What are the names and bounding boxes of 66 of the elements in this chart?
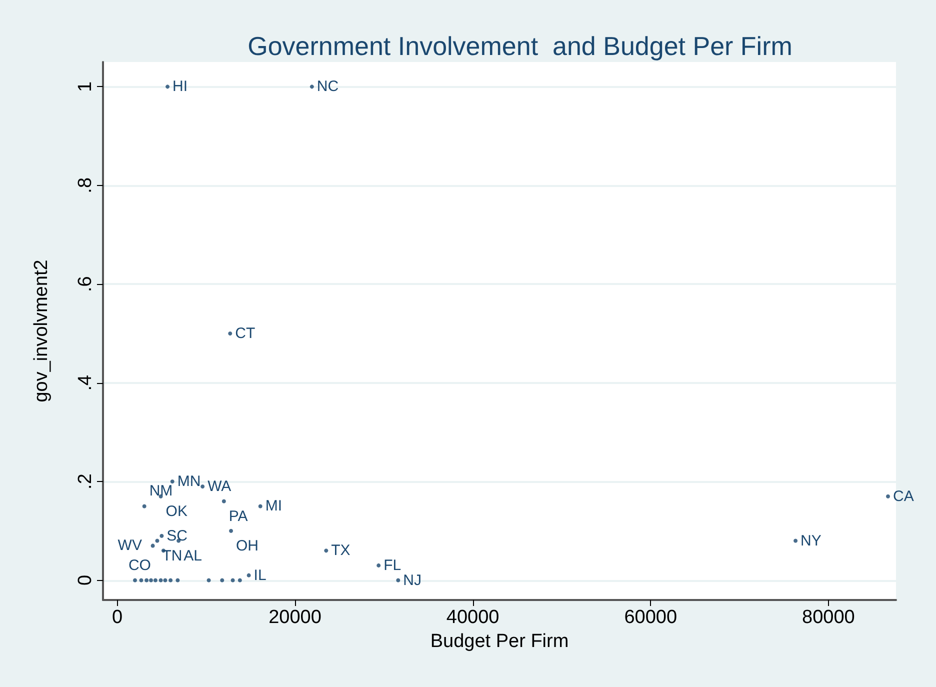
y-tick-label: 0 <box>75 574 96 586</box>
point <box>144 578 149 582</box>
data-label: CA <box>893 488 914 505</box>
point <box>229 528 234 533</box>
data-label: AL <box>184 547 202 564</box>
data-label: MI <box>265 498 282 515</box>
point <box>246 573 251 578</box>
y-tick-label: .2 <box>75 474 96 490</box>
x-tick-label: 0 <box>112 607 123 628</box>
point <box>176 578 180 582</box>
y-axis-title: gov_involvment2 <box>31 260 52 402</box>
point <box>222 499 226 504</box>
data-label: IL <box>254 566 266 584</box>
data-label: HI <box>172 78 188 96</box>
chart-title: Government Involvement and Budget Per Firm <box>248 31 792 61</box>
point <box>230 578 235 582</box>
data-label: SC <box>166 527 188 544</box>
data-label: OH <box>236 537 259 554</box>
point <box>153 578 158 582</box>
point <box>238 578 242 582</box>
y-tick-label: 1 <box>75 81 96 92</box>
point <box>139 578 144 582</box>
y-tick-label: .4 <box>75 374 96 391</box>
point <box>220 578 224 582</box>
point <box>166 84 170 89</box>
x-tick-label: 80000 <box>802 607 855 628</box>
x-tick-label: 60000 <box>624 607 678 628</box>
point <box>324 548 328 553</box>
data-label: WA <box>208 478 232 495</box>
point <box>158 578 163 582</box>
data-label: PA <box>228 508 248 525</box>
data-label: NJ <box>403 572 422 589</box>
point <box>396 578 400 582</box>
x-tick-label: 20000 <box>268 607 322 628</box>
data-label: TN <box>162 547 182 564</box>
point <box>886 494 890 498</box>
data-label: NC <box>316 78 339 96</box>
point <box>168 578 173 582</box>
data-label: MN <box>177 473 201 490</box>
data-label: FL <box>384 556 402 574</box>
point <box>160 534 164 538</box>
point <box>149 578 154 582</box>
point <box>150 544 155 548</box>
point <box>228 331 232 336</box>
data-label: NM <box>149 482 173 500</box>
point <box>206 578 211 582</box>
x-tick-label: 40000 <box>446 607 500 628</box>
point <box>155 538 160 543</box>
point <box>133 578 138 582</box>
data-label: CT <box>235 324 256 342</box>
data-label: NY <box>800 532 822 550</box>
point <box>142 504 146 508</box>
data-label: TX <box>331 542 350 560</box>
point <box>376 563 381 568</box>
data-label: OK <box>166 502 188 520</box>
point <box>170 480 174 484</box>
point <box>200 484 205 488</box>
x-axis-title: Budget Per Firm <box>430 630 569 652</box>
data-label: WV <box>118 537 142 554</box>
point <box>794 538 798 543</box>
point <box>163 578 168 582</box>
y-tick-label: .8 <box>75 177 96 194</box>
point <box>310 84 314 89</box>
y-tick-label: .6 <box>75 276 96 292</box>
point <box>258 504 262 508</box>
data-label: CO <box>128 557 151 574</box>
